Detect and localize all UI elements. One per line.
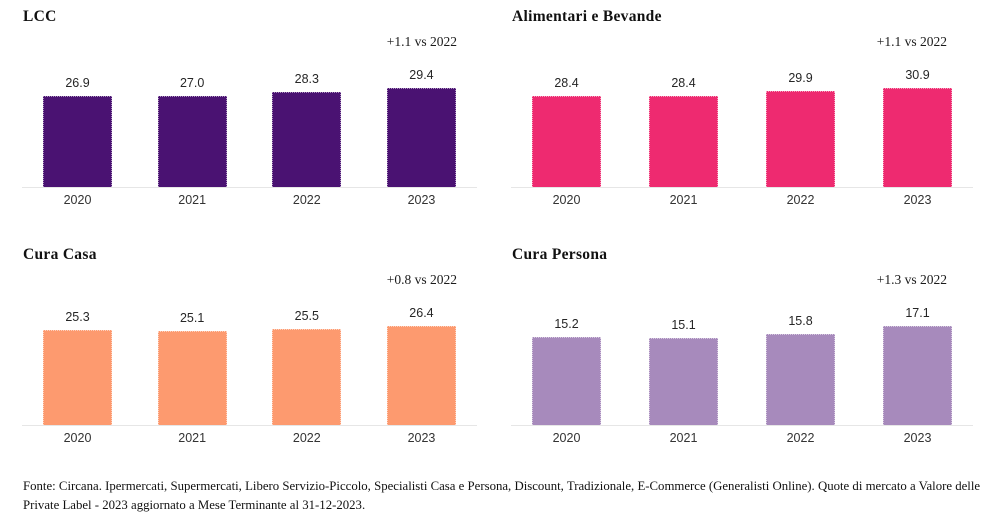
delta-vs-2022-annotation: +1.1 vs 2022 [876, 34, 947, 49]
bar-value-label: 15.8 [788, 314, 813, 328]
bar-group-2020: 26.9 [43, 76, 112, 187]
plot-area: 15.2 15.1 15.8 17.1 [511, 295, 973, 425]
x-tick-label-2021: 2021 [178, 431, 207, 445]
bar-group-2020: 15.2 [532, 317, 601, 425]
bar-group-2020: 28.4 [532, 76, 601, 187]
bar-2022 [272, 92, 342, 187]
charts-grid: LCC +1.1 vs 2022 26.9 27.0 28.3 29.4 202… [0, 0, 1006, 470]
bar-2021 [157, 96, 227, 187]
x-tick-label-2023: 2023 [407, 193, 436, 207]
bar-value-label: 25.1 [179, 311, 205, 325]
bar-group-2023: 30.9 [883, 68, 952, 187]
bar-2022 [272, 329, 342, 425]
x-tick-label-2020: 2020 [552, 193, 581, 207]
x-tick-label-2022: 2022 [786, 193, 815, 207]
bar-group-2020: 25.3 [43, 310, 112, 425]
chart-title: LCC [23, 8, 57, 25]
bar-value-label: 17.1 [905, 306, 930, 320]
bar-2023 [883, 88, 952, 187]
plot-area: 26.9 27.0 28.3 29.4 [22, 57, 477, 187]
x-axis-tick-labels: 2020 2021 2022 2023 [511, 431, 973, 445]
bar-group-2022: 15.8 [766, 314, 835, 425]
x-tick-label-2022: 2022 [786, 431, 815, 445]
bar-group-2021: 27.0 [157, 76, 227, 187]
chart-panel-alimentari-e-bevande: Alimentari e Bevande +1.1 vs 2022 28.4 2… [503, 0, 1006, 238]
bar-2022 [766, 91, 835, 187]
bar-value-label: 15.2 [554, 317, 579, 331]
plot-area: 25.3 25.1 25.5 26.4 [22, 295, 477, 425]
x-axis-tick-labels: 2020 2021 2022 2023 [22, 431, 477, 445]
chart-title: Alimentari e Bevande [512, 8, 662, 25]
bar-2020 [532, 96, 601, 187]
x-tick-label-2023: 2023 [407, 431, 436, 445]
x-tick-label-2021: 2021 [669, 193, 698, 207]
bar-value-label: 15.1 [671, 318, 696, 332]
source-footnote: Fonte: Circana. Ipermercati, Supermercat… [23, 479, 981, 512]
x-tick-label-2022: 2022 [292, 431, 321, 445]
delta-vs-2022-annotation: +0.8 vs 2022 [386, 272, 457, 287]
bar-2020 [532, 337, 601, 425]
x-axis-line [511, 187, 973, 188]
bar-value-label: 28.3 [294, 72, 319, 86]
bar-2023 [386, 326, 456, 425]
plot-area: 28.4 28.4 29.9 30.9 [511, 57, 973, 187]
x-axis-tick-labels: 2020 2021 2022 2023 [511, 193, 973, 207]
x-tick-label-2021: 2021 [669, 431, 698, 445]
x-axis-tick-labels: 2020 2021 2022 2023 [22, 193, 477, 207]
bar-value-label: 29.4 [409, 68, 434, 82]
bar-2020 [43, 96, 112, 187]
chart-panel-lcc: LCC +1.1 vs 2022 26.9 27.0 28.3 29.4 202… [0, 0, 503, 238]
bar-group-2023: 29.4 [386, 68, 456, 187]
bar-group-2022: 25.5 [272, 309, 342, 425]
bar-group-2023: 26.4 [386, 306, 456, 425]
bar-value-label: 30.9 [905, 68, 930, 82]
bar-2021 [649, 96, 718, 187]
bar-value-label: 26.4 [409, 306, 434, 320]
bar-group-2022: 28.3 [272, 72, 342, 187]
x-tick-label-2023: 2023 [903, 193, 932, 207]
x-axis-line [511, 425, 973, 426]
delta-vs-2022-annotation: +1.1 vs 2022 [386, 34, 457, 49]
bar-2022 [766, 334, 835, 425]
chart-title: Cura Casa [23, 246, 97, 263]
bar-value-label: 28.4 [554, 76, 579, 90]
bar-2023 [883, 326, 952, 425]
x-tick-label-2022: 2022 [292, 193, 321, 207]
bar-value-label: 26.9 [65, 76, 90, 90]
delta-vs-2022-annotation: +1.3 vs 2022 [876, 272, 947, 287]
bar-2021 [649, 338, 718, 425]
bar-group-2023: 17.1 [883, 306, 952, 425]
x-tick-label-2021: 2021 [178, 193, 207, 207]
chart-title: Cura Persona [512, 246, 608, 263]
bar-group-2021: 28.4 [649, 76, 718, 187]
bar-value-label: 28.4 [671, 76, 696, 90]
x-axis-line [22, 187, 477, 188]
x-tick-label-2023: 2023 [903, 431, 932, 445]
x-tick-label-2020: 2020 [63, 431, 92, 445]
bar-value-label: 25.3 [65, 310, 90, 324]
bar-2021 [157, 331, 227, 425]
bar-group-2021: 15.1 [649, 318, 718, 425]
bar-2023 [386, 88, 456, 187]
x-axis-line [22, 425, 477, 426]
x-tick-label-2020: 2020 [552, 431, 581, 445]
x-tick-label-2020: 2020 [63, 193, 92, 207]
bar-value-label: 25.5 [294, 309, 319, 323]
bar-value-label: 27.0 [179, 76, 205, 90]
bar-value-label: 29.9 [788, 71, 813, 85]
bar-2020 [43, 330, 112, 425]
chart-panel-cura-persona: Cura Persona +1.3 vs 2022 15.2 15.1 15.8… [503, 238, 1006, 470]
bar-group-2022: 29.9 [766, 71, 835, 187]
chart-panel-cura-casa: Cura Casa +0.8 vs 2022 25.3 25.1 25.5 26… [0, 238, 503, 470]
bar-group-2021: 25.1 [157, 311, 227, 425]
